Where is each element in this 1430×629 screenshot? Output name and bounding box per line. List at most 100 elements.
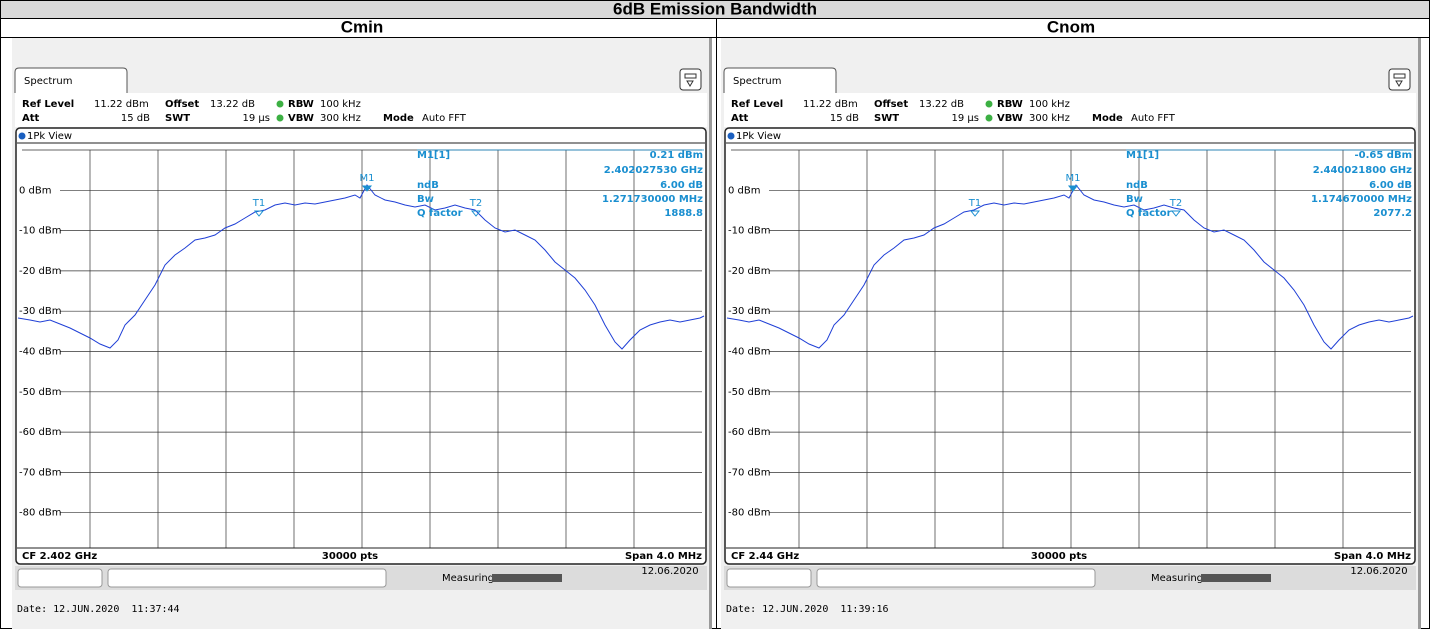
marker-label: M1 <box>1066 173 1081 184</box>
readout-label: Bw <box>417 194 434 205</box>
status-box <box>107 568 387 588</box>
offset: 13.22 dB <box>919 99 964 110</box>
ref-level-label: Ref Level <box>22 99 74 110</box>
points: 30000 pts <box>322 551 378 562</box>
rbw-label: RBW <box>288 99 314 110</box>
marker-label: T2 <box>1169 198 1182 209</box>
info-bg <box>15 93 707 127</box>
y-label: -80 dBm <box>728 508 770 519</box>
y-label: -10 dBm <box>728 226 770 237</box>
progress <box>492 574 562 582</box>
span: Span 4.0 MHz <box>1334 551 1411 562</box>
view-label: 1Pk View <box>27 131 72 142</box>
readout-value: 2.440021800 GHz <box>1313 165 1412 176</box>
swt: 19 µs <box>952 113 979 124</box>
progress <box>1201 574 1271 582</box>
vbw-dot <box>276 114 284 122</box>
swt-label: SWT <box>165 113 190 124</box>
tab <box>14 67 128 93</box>
marker <box>1170 210 1182 217</box>
y-label: -60 dBm <box>19 427 61 438</box>
readout-label: M1[1] <box>1126 150 1159 161</box>
offset-label: Offset <box>874 99 908 110</box>
menu-icon-glyph <box>684 73 697 87</box>
readout-value: 6.00 dB <box>1369 180 1412 191</box>
marker-label: T1 <box>252 198 265 209</box>
tab-label: Spectrum <box>733 76 781 87</box>
rbw-dot <box>276 100 284 108</box>
status-box <box>17 568 103 588</box>
swt-label: SWT <box>874 113 899 124</box>
rbw: 100 kHz <box>320 99 361 110</box>
readout-label: ndB <box>417 180 439 191</box>
view-dot <box>727 132 735 140</box>
column-heading: Cmin <box>341 17 384 36</box>
spectrum-screen: Spectrum Ref Level 11.22 dBm Offset 13.22 dB… <box>12 38 712 629</box>
y-label: -20 dBm <box>19 266 61 277</box>
marker-label: T2 <box>469 198 482 209</box>
att: 15 dB <box>830 113 859 124</box>
scrollbar <box>709 38 712 629</box>
att-label: Att <box>22 113 40 124</box>
y-label: -10 dBm <box>19 226 61 237</box>
readout-value: 0.21 dBm <box>650 150 703 161</box>
offset-label: Offset <box>165 99 199 110</box>
readout-value: -0.65 dBm <box>1354 150 1412 161</box>
mode-label: Mode <box>383 113 414 124</box>
marker <box>253 210 265 217</box>
view-label: 1Pk View <box>736 131 781 142</box>
trace <box>17 184 705 350</box>
vbw: 300 kHz <box>1029 113 1070 124</box>
vbw-label: VBW <box>288 113 314 124</box>
att-label: Att <box>731 113 749 124</box>
rbw-label: RBW <box>997 99 1023 110</box>
readout-label: ndB <box>1126 180 1148 191</box>
vbw-label: VBW <box>997 113 1023 124</box>
status-box <box>726 568 812 588</box>
marker <box>470 210 482 217</box>
readout-value: 1.174670000 MHz <box>1311 194 1412 205</box>
ref-level-label: Ref Level <box>731 99 783 110</box>
status-date: 12.06.2020 <box>1350 566 1407 577</box>
menu-icon-glyph <box>1393 73 1406 87</box>
readout-value: 1888.8 <box>664 208 703 219</box>
y-label: -40 dBm <box>728 347 770 358</box>
rbw: 100 kHz <box>1029 99 1070 110</box>
mode-label: Mode <box>1092 113 1123 124</box>
y-label: -50 dBm <box>19 387 61 398</box>
y-label: -80 dBm <box>19 508 61 519</box>
marker-label: T1 <box>968 198 981 209</box>
marker <box>1067 185 1079 192</box>
table-title: 6dB Emission Bandwidth <box>613 0 817 18</box>
column-heading: Cnom <box>1047 17 1095 36</box>
y-label: 0 dBm <box>728 185 761 196</box>
readout-label: Bw <box>1126 194 1143 205</box>
y-label: -20 dBm <box>728 266 770 277</box>
readout-label: Q factor <box>417 208 463 219</box>
y-label: -70 dBm <box>728 467 770 478</box>
readout-value: 1.271730000 MHz <box>602 194 703 205</box>
plot-area <box>18 144 704 548</box>
marker <box>361 185 373 192</box>
span: Span 4.0 MHz <box>625 551 702 562</box>
mode: Auto FFT <box>1131 113 1176 124</box>
mode: Auto FFT <box>422 113 467 124</box>
view-dot <box>18 132 26 140</box>
status: Measuring... <box>1151 573 1213 584</box>
scrollbar <box>1418 38 1421 629</box>
tab-label: Spectrum <box>24 76 72 87</box>
marker <box>969 210 981 217</box>
date-line: Date: 12.JUN.2020 11:37:44 <box>17 604 180 615</box>
y-label: -70 dBm <box>19 467 61 478</box>
rbw-dot <box>985 100 993 108</box>
y-label: -50 dBm <box>728 387 770 398</box>
vbw: 300 kHz <box>320 113 361 124</box>
points: 30000 pts <box>1031 551 1087 562</box>
att: 15 dB <box>121 113 150 124</box>
status-box <box>816 568 1096 588</box>
y-label: -60 dBm <box>728 427 770 438</box>
readout-label: Q factor <box>1126 208 1172 219</box>
readout-value: 2.402027530 GHz <box>604 165 703 176</box>
vbw-dot <box>985 114 993 122</box>
